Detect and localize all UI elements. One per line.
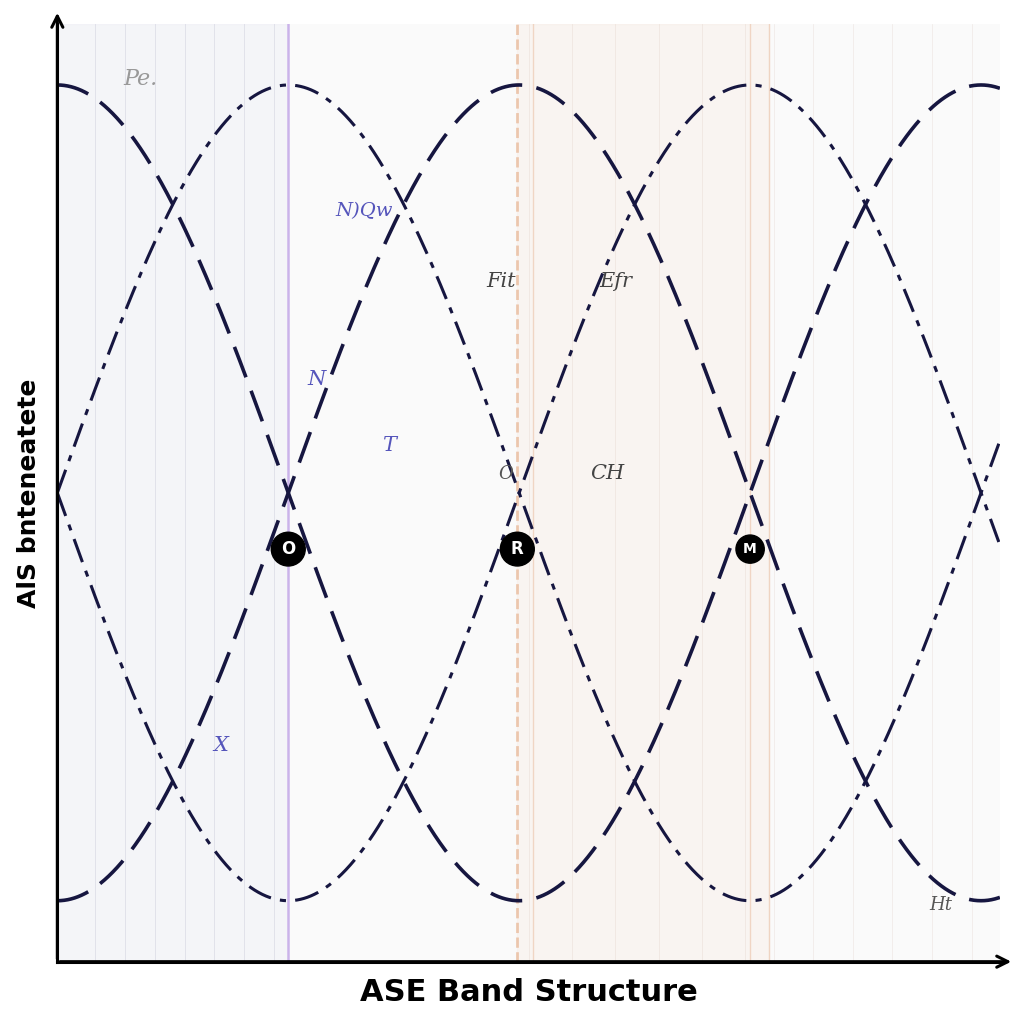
Text: N)Qw: N)Qw: [336, 203, 393, 220]
Y-axis label: AlS bnteneatete: AlS bnteneatete: [16, 378, 41, 607]
Text: T: T: [383, 435, 396, 455]
Text: R: R: [511, 540, 523, 558]
Text: Ht: Ht: [929, 896, 952, 914]
Circle shape: [271, 532, 305, 566]
Text: Pe.: Pe.: [123, 68, 158, 90]
Text: Efr: Efr: [599, 271, 632, 291]
Text: M: M: [743, 542, 757, 556]
Circle shape: [736, 536, 764, 563]
Bar: [57, 24, 289, 962]
Text: X: X: [213, 735, 227, 755]
Bar: [517, 24, 769, 962]
Text: CH: CH: [590, 464, 625, 482]
Text: O: O: [282, 540, 295, 558]
Text: N: N: [307, 370, 326, 389]
X-axis label: ASE Band Structure: ASE Band Structure: [359, 978, 697, 1008]
Circle shape: [501, 532, 535, 566]
Text: Fit: Fit: [486, 271, 516, 291]
Text: O: O: [499, 465, 513, 482]
